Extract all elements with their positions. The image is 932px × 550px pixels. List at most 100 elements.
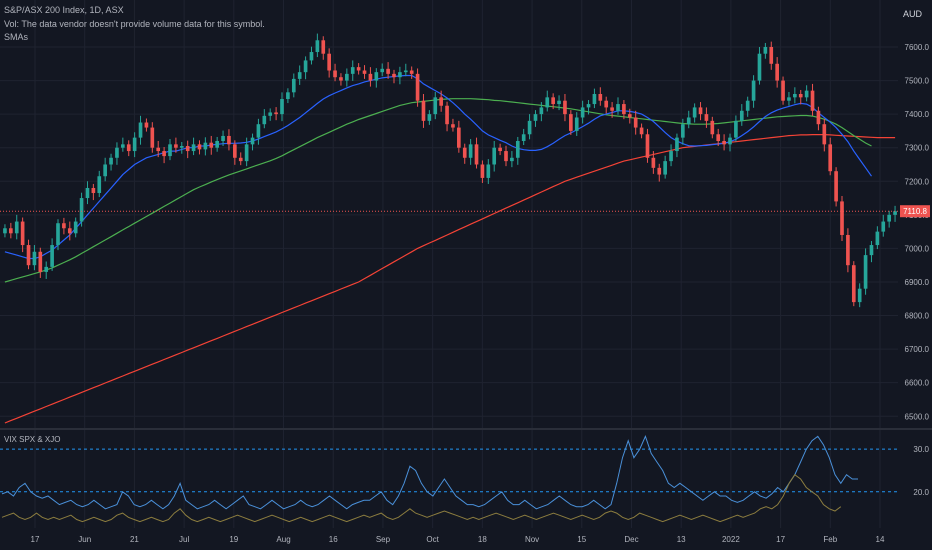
candle	[751, 75, 756, 108]
candle-body	[828, 144, 833, 172]
currency-label: AUD	[902, 9, 922, 19]
candle	[563, 93, 567, 122]
time-tick-label: 21	[130, 535, 139, 544]
candle-body	[244, 144, 249, 162]
candle-body	[303, 60, 308, 73]
time-tick-label: 15	[577, 535, 586, 544]
candle-body	[403, 70, 408, 73]
price-tick-label: 7300.0	[905, 144, 930, 153]
candle	[427, 110, 432, 125]
price-tick-label: 7000.0	[905, 244, 930, 253]
candle-body	[616, 104, 620, 111]
time-tick-label: Nov	[525, 535, 539, 544]
candle	[775, 57, 779, 88]
candle-body	[504, 151, 508, 162]
candle	[32, 245, 37, 271]
candle-body	[262, 115, 267, 125]
candle-body	[793, 93, 797, 98]
candle-body	[468, 144, 473, 158]
sma-20-layer	[4, 74, 872, 260]
candle	[474, 137, 479, 169]
candle	[274, 107, 278, 121]
candle-body	[109, 157, 113, 165]
candle	[339, 73, 343, 86]
candle	[622, 100, 626, 120]
candle	[769, 41, 774, 70]
candle-body	[586, 104, 591, 108]
candle-body	[3, 228, 7, 234]
candle	[881, 214, 886, 237]
candle	[197, 140, 202, 155]
price-tick-label: 7500.0	[905, 77, 930, 86]
candle	[604, 96, 609, 114]
candle	[757, 46, 762, 85]
candle	[14, 214, 19, 240]
candle	[227, 129, 231, 151]
vix-tick-label: 30.0	[913, 445, 929, 454]
candle-body	[569, 114, 573, 131]
candle-body	[692, 107, 697, 118]
candle	[56, 219, 60, 251]
candle-body	[179, 146, 184, 148]
time-tick-label: Sep	[376, 535, 391, 544]
candle-body	[722, 140, 726, 145]
candle	[439, 90, 443, 112]
candle-body	[539, 107, 544, 115]
candle-body	[286, 92, 290, 100]
candle-body	[480, 164, 485, 178]
candle	[215, 136, 219, 152]
candle	[433, 91, 438, 120]
candle	[286, 88, 290, 104]
candle-body	[321, 40, 326, 54]
candle	[663, 155, 667, 179]
candle-body	[398, 72, 402, 78]
candle	[115, 142, 119, 165]
price-tick-label: 7600.0	[905, 43, 930, 52]
candle	[409, 66, 414, 79]
candle-body	[681, 124, 685, 138]
volume-legend[interactable]: Vol: The data vendor doesn't provide vol…	[4, 19, 265, 29]
candle	[592, 88, 597, 109]
candle	[869, 241, 874, 263]
candle	[545, 90, 550, 112]
candle-body	[386, 68, 390, 74]
candle-body	[757, 53, 762, 81]
candle-body	[197, 144, 202, 150]
candle-body	[787, 97, 791, 101]
time-tick-label: 17	[776, 535, 785, 544]
candle-body	[551, 97, 555, 105]
candle-body	[834, 171, 838, 202]
candle	[822, 118, 827, 152]
last-price-badge	[900, 205, 930, 218]
candle	[132, 132, 137, 158]
candle	[333, 63, 337, 82]
candle	[627, 108, 632, 124]
candle-body	[745, 100, 750, 111]
vix-legend[interactable]: VIX SPX & XJO	[4, 435, 61, 444]
candle-body	[97, 176, 102, 194]
candle	[103, 157, 107, 182]
candle	[551, 93, 555, 110]
candle-body	[651, 157, 656, 168]
candle	[144, 118, 149, 132]
candle	[533, 110, 538, 127]
candle	[315, 33, 320, 58]
candle	[368, 67, 373, 87]
time-axis[interactable]: 17 Jun 21 Jul 19 Aug 16 Sep Oct 18 Nov 15 Dec 13 2022 1…	[31, 535, 885, 544]
candle	[321, 36, 326, 60]
candle	[492, 140, 497, 172]
candle-body	[804, 90, 809, 98]
sma-legend[interactable]: SMAs	[4, 32, 29, 42]
candle	[380, 63, 385, 77]
candle-body	[657, 167, 662, 175]
candle	[486, 159, 491, 184]
symbol-legend[interactable]: S&P/ASX 200 Index, 1D, ASX	[4, 5, 124, 15]
candle	[468, 138, 473, 165]
candle	[209, 135, 214, 155]
candle	[91, 183, 96, 201]
candle-body	[32, 251, 37, 266]
candle	[185, 140, 190, 159]
candle-body	[462, 147, 467, 158]
candle-body	[492, 147, 497, 165]
